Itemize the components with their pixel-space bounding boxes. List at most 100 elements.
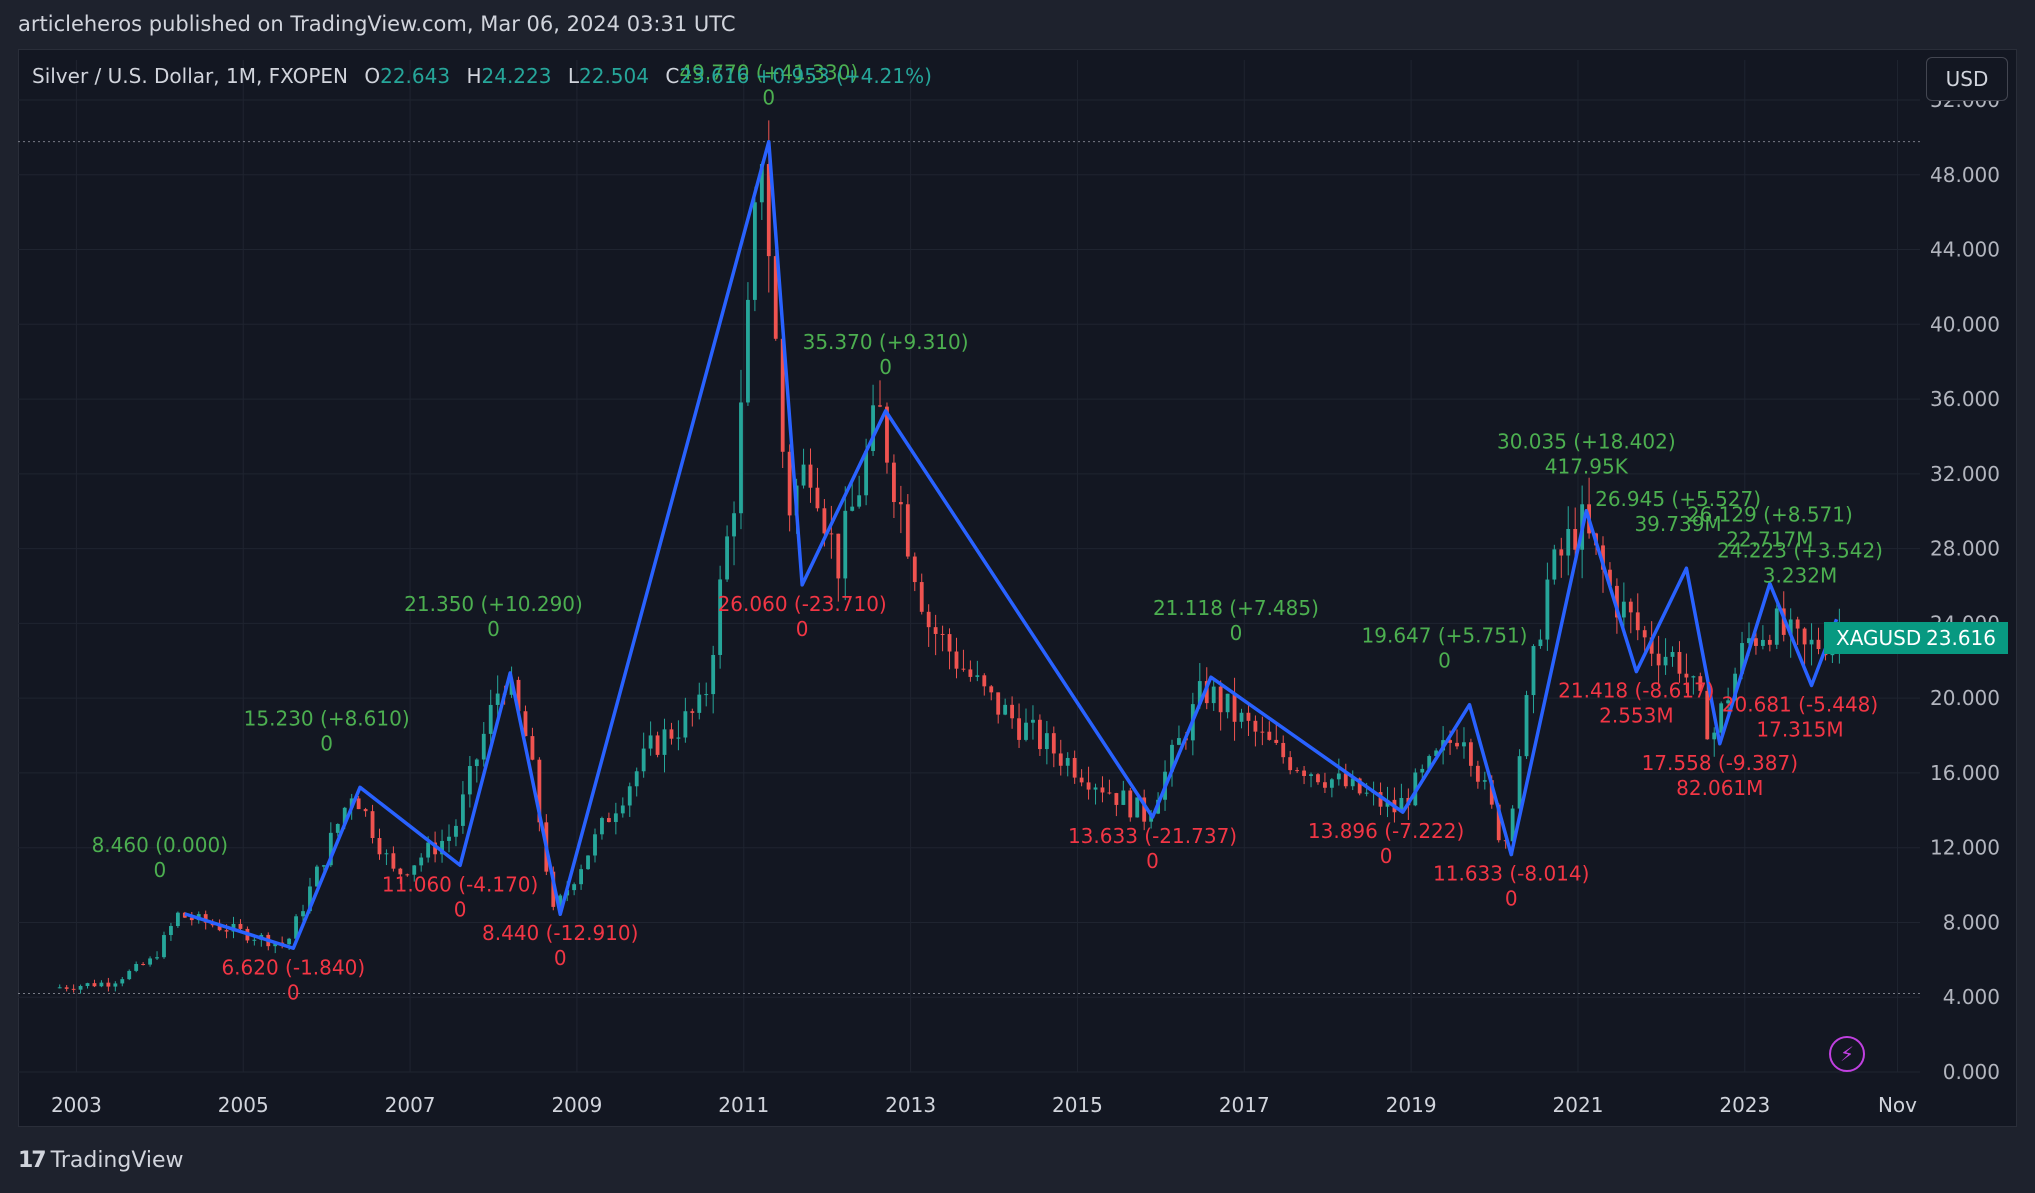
candle-body bbox=[342, 807, 347, 825]
chart-grid bbox=[18, 60, 1920, 1073]
candle-body bbox=[1482, 780, 1487, 782]
zigzag-label-price: 30.035 (+18.402) bbox=[1497, 430, 1676, 454]
candle-body bbox=[1670, 651, 1675, 657]
zigzag-label-price: 19.647 (+5.751) bbox=[1362, 624, 1528, 648]
tradingview-logo[interactable]: 17 TradingView bbox=[18, 1148, 184, 1173]
candle-body bbox=[1135, 797, 1140, 818]
candle-body bbox=[1093, 787, 1098, 790]
zigzag-label-volume: 17.315M bbox=[1756, 717, 1843, 741]
candle-body bbox=[850, 506, 855, 511]
candle-body bbox=[579, 869, 584, 885]
candle-body bbox=[127, 970, 132, 980]
symbol-title[interactable]: Silver / U.S. Dollar, 1M, FXOPEN bbox=[32, 64, 348, 88]
zigzag-labels: 8.460 (0.000)06.620 (-1.840)015.230 (+8.… bbox=[92, 61, 1883, 1005]
candle-body bbox=[57, 987, 62, 989]
x-tick-label: 2009 bbox=[551, 1093, 602, 1117]
open-label: O bbox=[364, 64, 381, 88]
zigzag-label-price: 8.460 (0.000) bbox=[92, 833, 228, 857]
candle-body bbox=[975, 675, 980, 677]
tradingview-logo-mark: 17 bbox=[18, 1148, 47, 1173]
candle-body bbox=[440, 840, 444, 855]
high-value: 24.223 bbox=[481, 64, 552, 88]
candle-body bbox=[926, 611, 931, 628]
candle-body bbox=[1559, 549, 1564, 556]
candle-body bbox=[655, 735, 660, 755]
candle-body bbox=[982, 675, 987, 687]
candle-body bbox=[1767, 639, 1772, 645]
candle-body bbox=[530, 736, 535, 760]
candle-body bbox=[1100, 787, 1105, 793]
candle-body bbox=[1496, 804, 1501, 841]
zigzag-label-volume: 0 bbox=[1380, 844, 1393, 868]
candle-body bbox=[1114, 793, 1119, 805]
candle-body bbox=[175, 912, 180, 927]
candle-body bbox=[370, 811, 375, 839]
x-tick-label: 2017 bbox=[1219, 1093, 1270, 1117]
zigzag-label-price: 6.620 (-1.840) bbox=[221, 955, 365, 979]
candle-body bbox=[141, 964, 146, 966]
zigzag-label-price: 26.945 (+5.527) bbox=[1595, 487, 1761, 511]
candle-body bbox=[134, 964, 139, 971]
candle-body bbox=[669, 729, 674, 739]
candle-body bbox=[1517, 756, 1522, 809]
price-tag-symbol: XAGUSD bbox=[1836, 626, 1922, 650]
currency-button[interactable]: USD bbox=[1926, 57, 2008, 101]
zigzag-label-price: 11.060 (-4.170) bbox=[382, 872, 538, 896]
candle-body bbox=[662, 729, 667, 755]
y-tick-label: 8.000 bbox=[1943, 910, 2000, 934]
y-tick-label: 28.000 bbox=[1930, 537, 2000, 561]
candle-body bbox=[217, 925, 222, 931]
candle-body bbox=[308, 886, 312, 912]
candle-body bbox=[1566, 528, 1571, 556]
candle-body bbox=[836, 533, 841, 579]
zigzag-label-price: 13.633 (-21.737) bbox=[1068, 824, 1237, 848]
candle-body bbox=[1462, 742, 1466, 747]
candle-body bbox=[189, 917, 194, 921]
candle-body bbox=[1795, 619, 1800, 629]
candle-body bbox=[391, 853, 396, 869]
candle-body bbox=[1608, 569, 1612, 586]
candle-body bbox=[1378, 792, 1383, 807]
candle-body bbox=[1295, 770, 1300, 772]
candle-body bbox=[1079, 777, 1084, 783]
candle-body bbox=[162, 935, 166, 958]
candle-body bbox=[461, 794, 465, 826]
candle-body bbox=[1197, 681, 1202, 705]
candle-body bbox=[857, 495, 862, 507]
zigzag-label-volume: 0 bbox=[1505, 887, 1518, 911]
candle-body bbox=[1072, 757, 1077, 778]
candle-body bbox=[1788, 619, 1793, 635]
zigzag-label-volume: 0 bbox=[454, 897, 467, 921]
candle-body bbox=[1621, 601, 1626, 618]
price-axis[interactable]: 0.0004.0008.00012.00016.00020.00024.0002… bbox=[1930, 88, 2000, 1084]
y-tick-label: 0.000 bbox=[1943, 1060, 2000, 1084]
candle-body bbox=[1740, 643, 1744, 674]
candle-body bbox=[1267, 731, 1272, 740]
candle-body bbox=[301, 911, 305, 917]
candle-body bbox=[1399, 797, 1404, 813]
lightning-icon[interactable]: ⚡ bbox=[1829, 1036, 1865, 1072]
candle-body bbox=[1816, 639, 1821, 650]
y-tick-label: 44.000 bbox=[1930, 238, 2000, 262]
candle-body bbox=[1128, 790, 1133, 818]
candle-body bbox=[287, 938, 292, 945]
candle-body bbox=[620, 805, 625, 814]
reference-lines bbox=[18, 141, 1920, 994]
candle-body bbox=[321, 865, 326, 867]
candle-body bbox=[92, 983, 97, 987]
candle-body bbox=[384, 853, 389, 855]
chart-area[interactable] bbox=[18, 49, 2017, 1127]
open-value: 22.643 bbox=[380, 64, 451, 88]
candle-body bbox=[1288, 757, 1293, 771]
publisher-header: articleheros published on TradingView.co… bbox=[18, 12, 736, 36]
change-value: +0.953 (+4.21%) bbox=[755, 64, 932, 88]
time-axis[interactable]: 2003 2005 2007 2009 2011 2013 2015 2017 2019 2021… bbox=[51, 1093, 1917, 1117]
candle-body bbox=[613, 813, 618, 823]
candle-body bbox=[71, 988, 76, 990]
candle-body bbox=[912, 556, 917, 583]
candle-body bbox=[1691, 676, 1696, 678]
zigzag-label-volume: 82.061M bbox=[1676, 776, 1763, 800]
candle-body bbox=[641, 748, 646, 772]
zigzag-label-volume: 0 bbox=[287, 980, 300, 1004]
